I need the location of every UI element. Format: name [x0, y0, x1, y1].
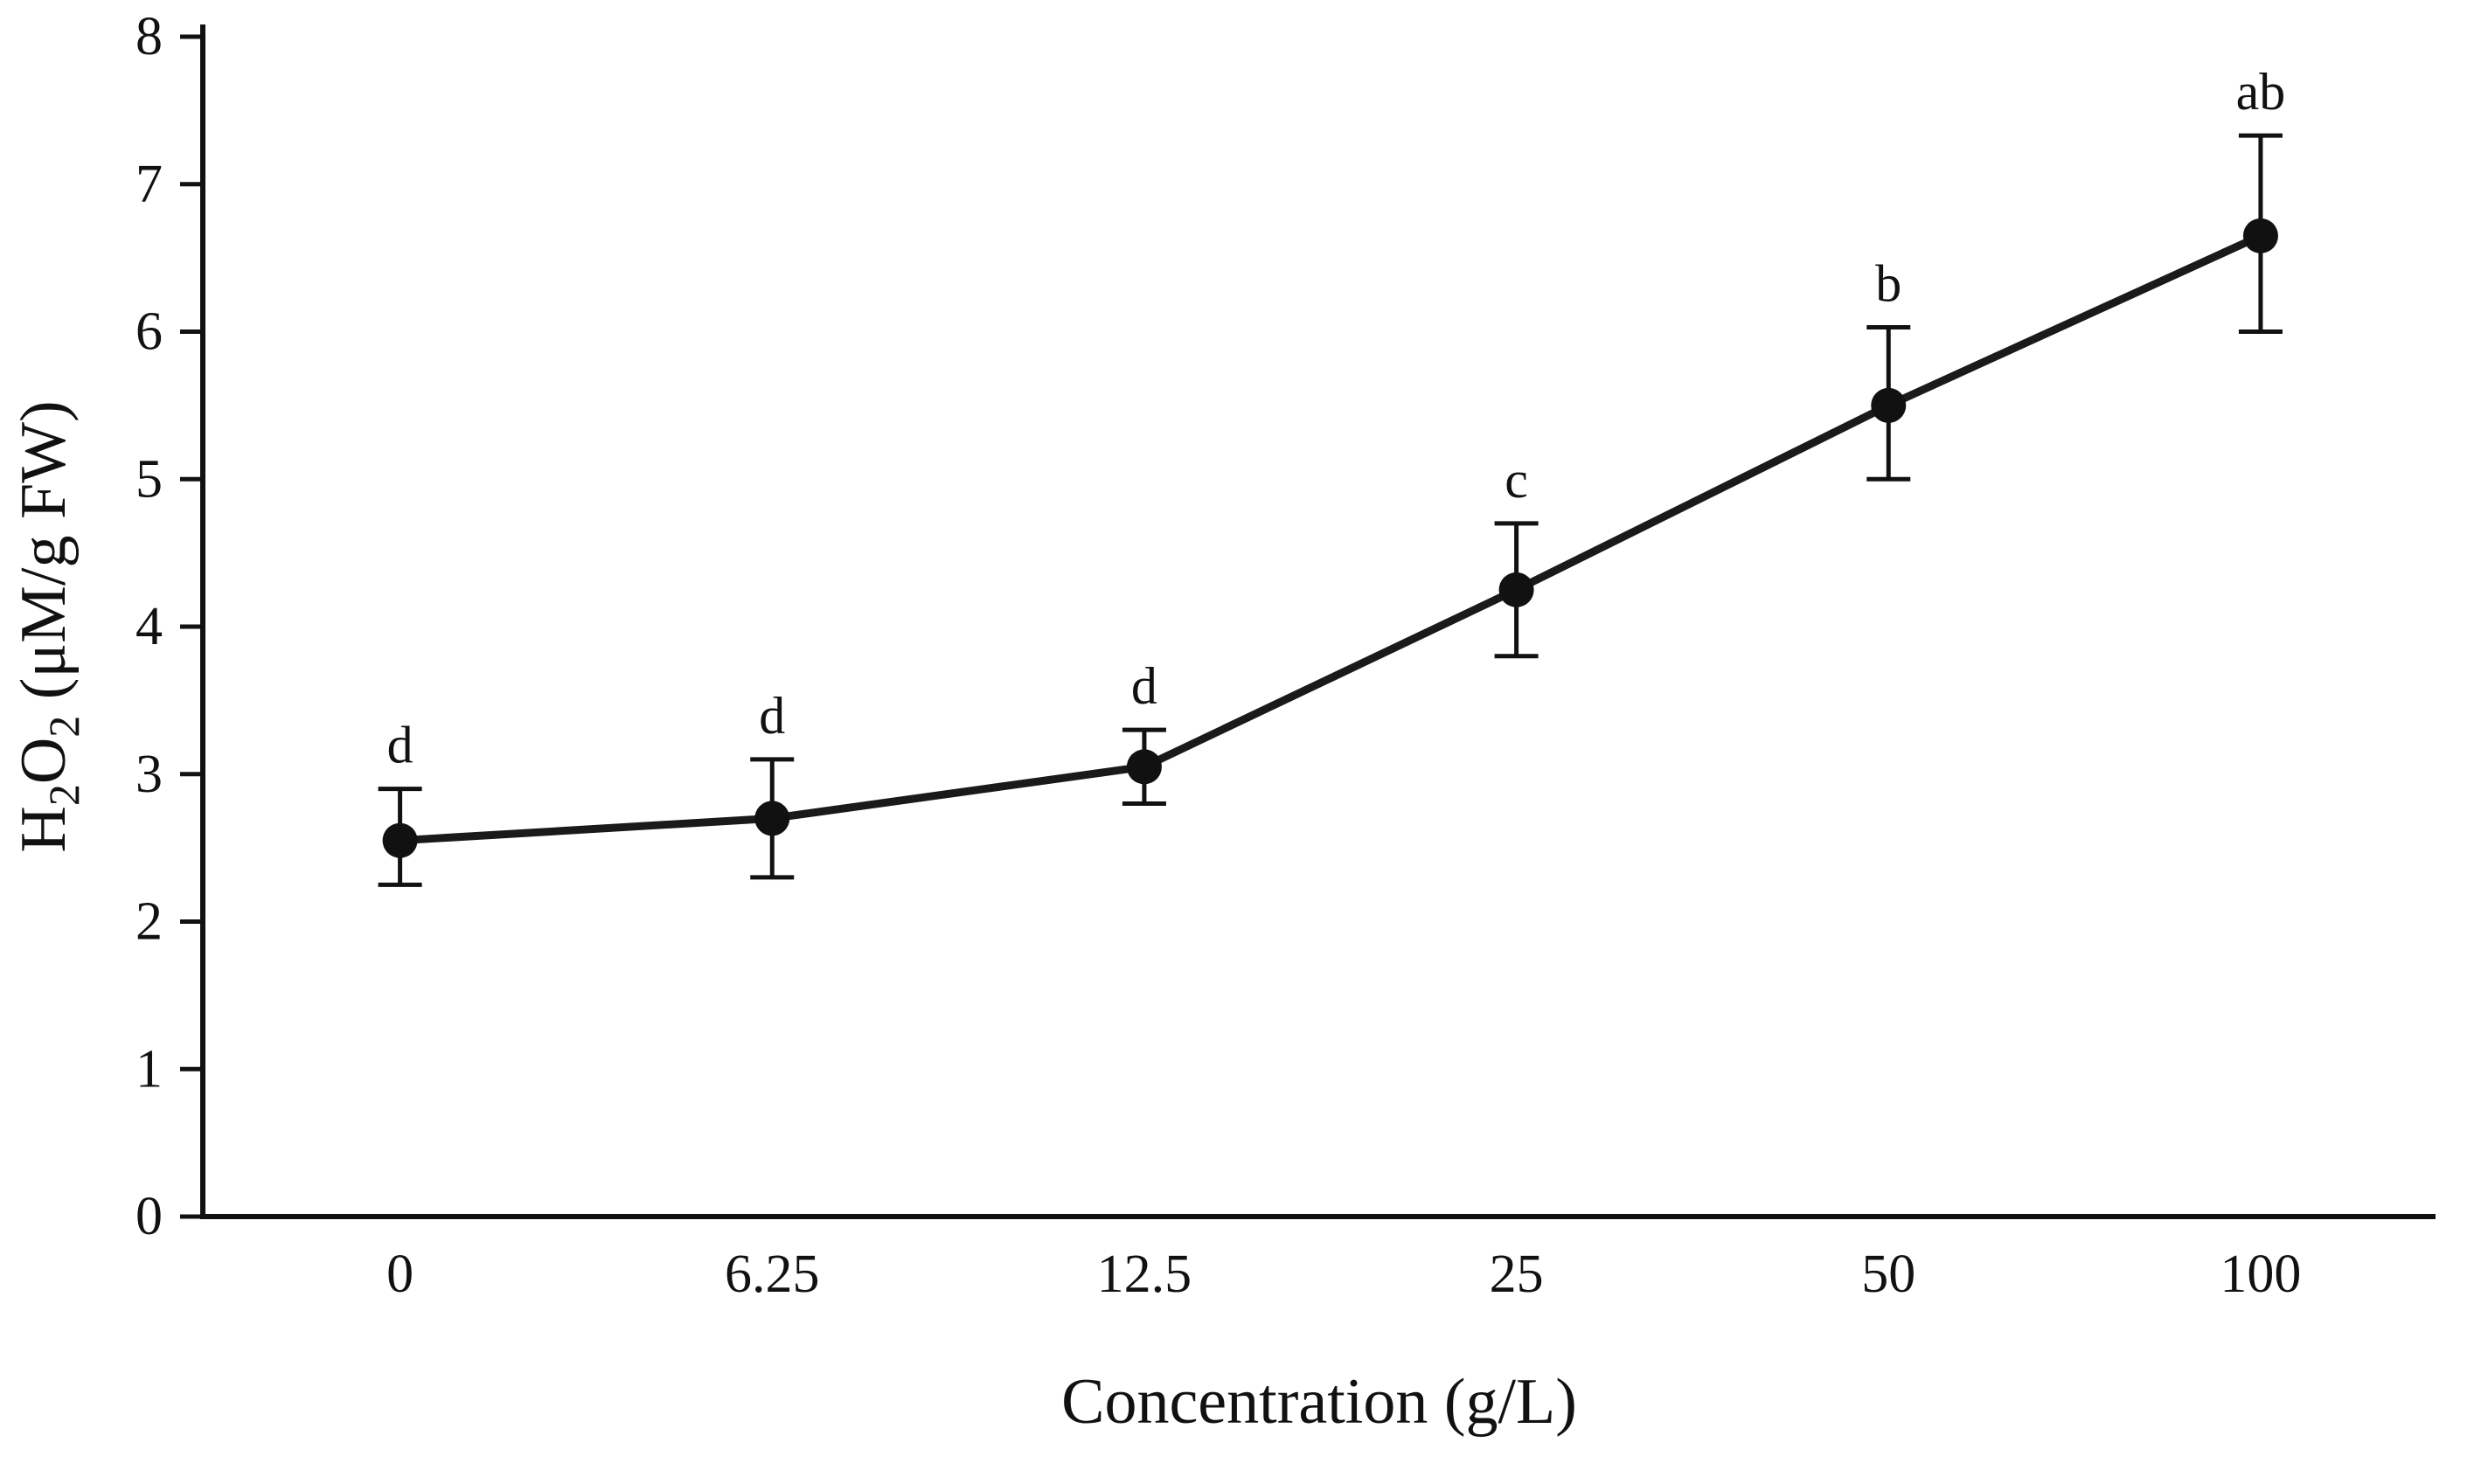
x-tick-label: 25	[1490, 1245, 1544, 1304]
y-tick-label: 8	[136, 7, 163, 66]
significance-letter: c	[1505, 451, 1528, 509]
x-axis-title: Concentration (g/L)	[1061, 1366, 1577, 1438]
data-point-marker	[1498, 572, 1534, 607]
y-tick-label: 5	[136, 449, 163, 509]
x-tick-label: 12.5	[1097, 1245, 1192, 1304]
y-tick-label: 4	[136, 597, 163, 656]
data-point-marker	[754, 801, 790, 836]
y-tick-label: 2	[136, 892, 163, 952]
data-point-marker	[382, 822, 418, 858]
y-tick-label: 6	[136, 302, 163, 362]
y-tick-label: 0	[136, 1187, 163, 1246]
significance-letter: d	[387, 717, 413, 774]
y-tick-label: 3	[136, 745, 163, 804]
x-tick-label: 50	[1861, 1245, 1915, 1304]
y-tick-label: 7	[136, 155, 163, 214]
y-tick-label: 1	[136, 1039, 163, 1099]
significance-letter: ab	[2236, 63, 2286, 121]
significance-letter: d	[759, 687, 785, 745]
series-line	[400, 232, 2262, 845]
x-tick-label: 100	[2220, 1245, 2301, 1304]
x-tick-label: 6.25	[725, 1245, 820, 1304]
data-point-marker	[1126, 749, 1162, 785]
significance-letter: d	[1131, 657, 1157, 715]
data-point-marker	[1871, 387, 1907, 423]
data-point-marker	[2242, 218, 2278, 253]
y-axis-title: H2O2 (μM/g FW)	[8, 400, 88, 852]
x-tick-label: 0	[386, 1245, 413, 1304]
significance-letter: b	[1875, 254, 1901, 312]
